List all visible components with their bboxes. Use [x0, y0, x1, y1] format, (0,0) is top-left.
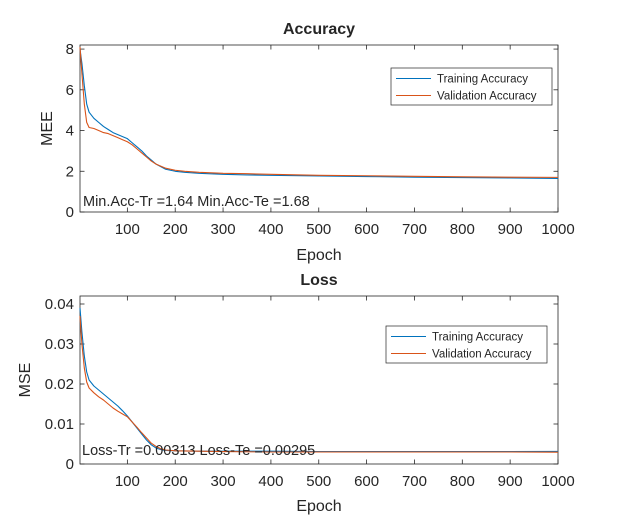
loss-legend-label-validation: Validation Accuracy — [432, 349, 532, 361]
loss-plot-area — [79, 295, 559, 465]
loss-y-axis-label: MSE — [17, 363, 34, 398]
loss-xtick-label: 900 — [498, 473, 523, 490]
accuracy-xtick-label: 100 — [115, 221, 140, 238]
accuracy-y-axis-label: MEE — [39, 111, 56, 146]
loss-x-axis-label: Epoch — [296, 498, 341, 515]
accuracy-ytick-label: 2 — [66, 163, 74, 180]
loss-xtick-label: 200 — [163, 473, 188, 490]
loss-xtick-label: 100 — [115, 473, 140, 490]
loss-panel: 100 200 300 400 500 600 700 800 900 1000 0 0.01 0.02… — [17, 272, 575, 515]
accuracy-series-training-line — [79, 48, 559, 179]
loss-annotation: Loss-Tr =0.00313 Loss-Te =0.00295 — [82, 443, 315, 459]
accuracy-xtick-label: 800 — [450, 221, 475, 238]
accuracy-legend-label-training: Training Accuracy — [437, 74, 528, 86]
loss-legend-box — [385, 325, 548, 364]
accuracy-xtick-label: 1000 — [541, 221, 574, 238]
loss-series-validation-line — [79, 315, 559, 453]
accuracy-ytick-label: 4 — [66, 123, 74, 140]
accuracy-legend: Training Accuracy Validation Accuracy — [390, 67, 553, 106]
accuracy-xtick-label: 900 — [498, 221, 523, 238]
loss-ytick-label: 0.02 — [45, 376, 74, 393]
accuracy-chart-title: Accuracy — [283, 21, 355, 38]
accuracy-xtick-label: 500 — [306, 221, 331, 238]
accuracy-legend-label-validation: Validation Accuracy — [437, 91, 537, 103]
loss-xtick-label: 800 — [450, 473, 475, 490]
accuracy-panel: 100 200 300 400 500 600 700 800 900 1000 0 2 4 6 8 Accu… — [39, 21, 575, 264]
loss-xtick-label: 400 — [258, 473, 283, 490]
accuracy-annotation: Min.Acc-Tr =1.64 Min.Acc-Te =1.68 — [83, 194, 310, 210]
accuracy-xtick-label: 600 — [354, 221, 379, 238]
loss-xtick-label: 500 — [306, 473, 331, 490]
loss-xtick-label: 700 — [402, 473, 427, 490]
accuracy-ytick-label: 6 — [66, 82, 74, 99]
loss-ytick-label: 0.03 — [45, 336, 74, 353]
accuracy-series-validation-line — [79, 47, 559, 178]
loss-xtick-label: 600 — [354, 473, 379, 490]
loss-legend: Training Accuracy Validation Accuracy — [385, 325, 548, 364]
accuracy-xtick-label: 400 — [258, 221, 283, 238]
loss-xtick-label: 1000 — [541, 473, 574, 490]
accuracy-xtick-label: 300 — [211, 221, 236, 238]
loss-xtick-label: 300 — [211, 473, 236, 490]
accuracy-x-axis-label: Epoch — [296, 247, 341, 264]
loss-ytick-label: 0.01 — [45, 416, 74, 433]
loss-ytick-label: 0.04 — [45, 296, 74, 313]
loss-chart-title: Loss — [300, 272, 337, 289]
loss-ytick-label: 0 — [66, 456, 74, 473]
accuracy-legend-box — [390, 67, 553, 106]
accuracy-ytick-label: 8 — [66, 41, 74, 58]
loss-legend-label-training: Training Accuracy — [432, 332, 523, 344]
accuracy-ytick-label: 0 — [66, 204, 74, 221]
accuracy-xtick-label: 700 — [402, 221, 427, 238]
accuracy-xtick-label: 200 — [163, 221, 188, 238]
